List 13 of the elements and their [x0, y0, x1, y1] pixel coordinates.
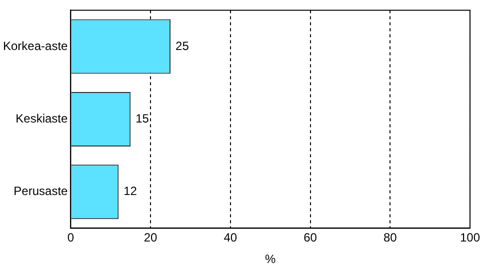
- data-label: 25: [176, 38, 190, 53]
- y-tick-label: Keskiaste: [16, 112, 68, 126]
- x-tick-label: 80: [383, 230, 398, 245]
- data-label: 15: [136, 112, 150, 126]
- y-tick-label: Perusaste: [14, 184, 68, 198]
- x-tick-label: 0: [67, 230, 74, 245]
- x-axis-title: %: [265, 252, 276, 266]
- x-tick-label: 20: [144, 230, 158, 245]
- y-tick-label: Korkea-aste: [2, 38, 68, 53]
- x-tick-label: 100: [460, 230, 480, 245]
- data-label: 12: [124, 184, 138, 198]
- x-tick-label: 60: [304, 230, 318, 245]
- x-tick-label: 40: [224, 230, 238, 245]
